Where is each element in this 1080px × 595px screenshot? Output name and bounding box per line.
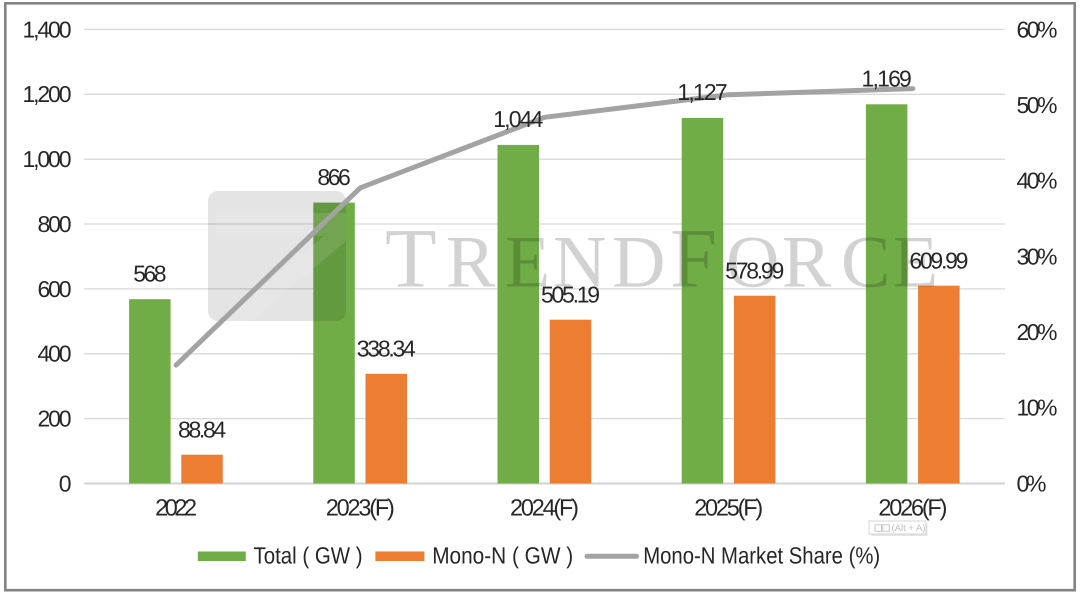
svg-text:20%: 20% [1017,319,1058,345]
svg-text:568: 568 [133,260,166,286]
svg-text:1,044: 1,044 [493,106,544,132]
svg-text:E: E [505,221,550,303]
svg-text:609.99: 609.99 [909,247,968,273]
svg-text:1,000: 1,000 [23,146,72,172]
svg-text:(Alt + A): (Alt + A) [892,523,926,534]
svg-text:Mono-N Market Share (%): Mono-N Market Share (%) [643,543,880,569]
svg-text:1,127: 1,127 [677,79,727,105]
svg-text:F: F [670,212,717,305]
svg-text:1,400: 1,400 [23,16,72,42]
svg-text:2025(F): 2025(F) [694,495,763,521]
svg-text:505.19: 505.19 [541,281,600,307]
svg-text:D: D [612,221,665,303]
svg-text:1,200: 1,200 [23,81,72,107]
svg-text:200: 200 [38,406,72,432]
svg-text:R: R [446,221,496,303]
svg-text:Total ( GW ): Total ( GW ) [254,543,363,569]
svg-text:O: O [726,221,779,303]
svg-text:30%: 30% [1017,243,1058,269]
svg-text:2024(F): 2024(F) [510,495,579,521]
svg-text:50%: 50% [1017,92,1058,118]
svg-text:2026(F): 2026(F) [878,495,947,521]
svg-text:T: T [385,212,437,305]
svg-text:600: 600 [38,276,72,302]
svg-text:88.84: 88.84 [178,416,226,442]
svg-text:10%: 10% [1017,395,1058,421]
svg-text:40%: 40% [1017,168,1058,194]
svg-text:0%: 0% [1017,470,1047,496]
svg-text:578.99: 578.99 [725,257,784,283]
svg-text:60%: 60% [1017,16,1058,42]
svg-text:338.34: 338.34 [357,336,416,362]
svg-text:400: 400 [38,341,72,367]
svg-text:E: E [893,221,938,303]
svg-text:2023(F): 2023(F) [326,495,395,521]
svg-text:Mono-N ( GW ): Mono-N ( GW ) [432,543,573,569]
svg-text:866: 866 [317,164,350,190]
svg-text:800: 800 [38,211,72,237]
svg-text:N: N [553,221,606,303]
svg-text:0: 0 [59,470,72,496]
svg-text:2022: 2022 [155,495,197,521]
svg-text:C: C [841,221,890,303]
svg-text:R: R [782,221,832,303]
svg-text:1,169: 1,169 [862,66,912,92]
